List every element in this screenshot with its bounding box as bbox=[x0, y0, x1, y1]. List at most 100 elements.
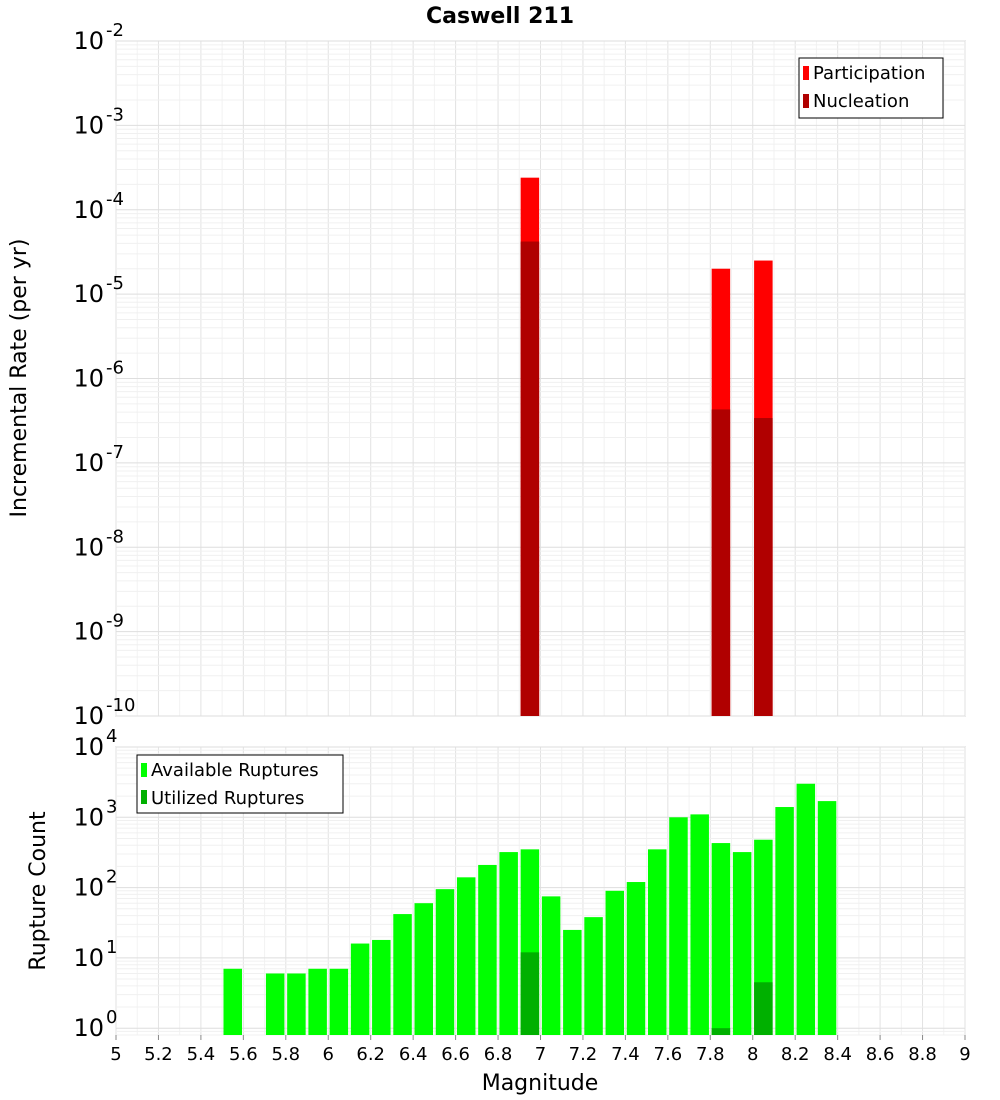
count-bar-s1 bbox=[669, 817, 688, 1035]
rate-y-tick-exponent: -5 bbox=[106, 273, 124, 294]
count-bar-s1 bbox=[329, 968, 349, 1035]
participation-swatch bbox=[803, 66, 809, 80]
count-bar-s1 bbox=[711, 843, 731, 1035]
x-tick-label: 7 bbox=[535, 1044, 546, 1065]
count-y-tick-label: 10 bbox=[73, 874, 104, 902]
rate-y-tick-exponent: -2 bbox=[106, 20, 124, 41]
x-tick-label: 6.8 bbox=[484, 1044, 513, 1065]
count-legend-box bbox=[136, 754, 344, 814]
x-tick-label: 6.4 bbox=[399, 1044, 428, 1065]
count-y-tick-label: 10 bbox=[73, 944, 104, 972]
x-tick-label: 6.2 bbox=[356, 1044, 385, 1065]
rate-y-tick-label: 10 bbox=[73, 533, 104, 561]
count-bar-s1 bbox=[372, 939, 391, 1035]
count-bar-s1 bbox=[308, 968, 327, 1035]
count-bar-s1 bbox=[265, 973, 285, 1035]
count-bar-s1 bbox=[817, 801, 837, 1035]
participation-legend-label: Participation bbox=[813, 63, 925, 84]
count-bar-s1 bbox=[478, 864, 497, 1035]
count-y-tick-exponent: 3 bbox=[106, 796, 117, 817]
rate-legend-box bbox=[798, 57, 944, 119]
x-tick-label: 5.6 bbox=[229, 1044, 258, 1065]
count-bar-s1 bbox=[499, 852, 518, 1035]
count-bar-s1 bbox=[393, 914, 412, 1035]
x-tick-label: 8.2 bbox=[781, 1044, 810, 1065]
count-bar-s1 bbox=[541, 896, 561, 1035]
rate-y-tick-exponent: -3 bbox=[106, 104, 124, 125]
rate-y-tick-label: 10 bbox=[73, 702, 104, 730]
count-y-tick-label: 10 bbox=[73, 733, 104, 761]
x-tick-label: 8.4 bbox=[823, 1044, 852, 1065]
utilized-legend-label: Utilized Ruptures bbox=[151, 788, 304, 809]
nucleation-legend-label: Nucleation bbox=[813, 91, 909, 112]
available-swatch bbox=[141, 763, 147, 777]
count-bar-s1 bbox=[732, 852, 752, 1035]
rate-y-tick-label: 10 bbox=[73, 27, 104, 55]
rate-y-tick-label: 10 bbox=[73, 449, 104, 477]
rate-bars bbox=[520, 177, 773, 717]
count-bar-s1 bbox=[435, 889, 455, 1035]
rate-y-tick-exponent: -9 bbox=[106, 611, 124, 632]
count-legend: Available Ruptures Utilized Ruptures bbox=[136, 754, 344, 814]
x-ticks: 5 5.2 5.4 5.6 5.8 6 6.2 6.4 6.6 6.8 7 7.2 7.4 7.6 7.8 8… bbox=[110, 1035, 971, 1065]
x-tick-label: 5.8 bbox=[271, 1044, 300, 1065]
count-bar-s1 bbox=[456, 877, 476, 1035]
rate-y-tick-label: 10 bbox=[73, 618, 104, 646]
count-y-tick-exponent: 0 bbox=[106, 1007, 117, 1028]
count-y-tick-label: 10 bbox=[73, 1014, 104, 1042]
x-tick-label: 9 bbox=[959, 1044, 970, 1065]
count-bar-s2 bbox=[520, 952, 540, 1035]
rate-y-tick-exponent: -6 bbox=[106, 358, 124, 379]
nucleation-swatch bbox=[803, 94, 809, 108]
rate-y-tick-label: 10 bbox=[73, 196, 104, 224]
rate-y-tick-exponent: -8 bbox=[106, 526, 124, 547]
rate-y-tick-label: 10 bbox=[73, 111, 104, 139]
x-tick-label: 5.2 bbox=[144, 1044, 173, 1065]
rate-y-tick-label: 10 bbox=[73, 365, 104, 393]
count-bar-s1 bbox=[796, 783, 816, 1035]
count-bar-s1 bbox=[647, 849, 667, 1035]
count-bar-s1 bbox=[775, 807, 794, 1035]
count-y-tick-exponent: 2 bbox=[106, 867, 117, 888]
x-tick-label: 6 bbox=[323, 1044, 334, 1065]
count-bar-s1 bbox=[223, 968, 242, 1035]
count-bar-s1 bbox=[690, 814, 709, 1035]
available-legend-label: Available Ruptures bbox=[151, 760, 319, 781]
x-tick-label: 7.2 bbox=[569, 1044, 598, 1065]
chart-title: Caswell 211 bbox=[426, 4, 574, 29]
x-tick-label: 8 bbox=[747, 1044, 758, 1065]
count-y-label: Rupture Count bbox=[26, 811, 51, 971]
utilized-swatch bbox=[141, 790, 147, 804]
x-tick-label: 7.6 bbox=[654, 1044, 683, 1065]
x-tick-label: 5 bbox=[110, 1044, 121, 1065]
rate-bar-s2 bbox=[711, 409, 731, 716]
count-y-tick-exponent: 1 bbox=[106, 937, 117, 958]
rate-bar-s2 bbox=[754, 418, 773, 716]
count-bar-s1 bbox=[350, 943, 370, 1035]
x-tick-label: 5.4 bbox=[187, 1044, 216, 1065]
x-tick-label: 8.8 bbox=[908, 1044, 937, 1065]
count-y-tick-label: 10 bbox=[73, 803, 104, 831]
rate-y-label: Incremental Rate (per yr) bbox=[7, 239, 32, 518]
count-bar-s2 bbox=[754, 982, 773, 1035]
rate-y-tick-label: 10 bbox=[73, 280, 104, 308]
count-bar-s1 bbox=[626, 882, 646, 1035]
count-bar-s1 bbox=[414, 903, 434, 1035]
rate-grid bbox=[115, 40, 966, 717]
count-y-tick-exponent: 4 bbox=[106, 726, 117, 747]
rate-bar-s2 bbox=[520, 241, 540, 717]
rate-legend: Participation Nucleation bbox=[798, 57, 944, 119]
count-bar-s2 bbox=[711, 1028, 731, 1035]
count-bar-s1 bbox=[605, 890, 625, 1035]
count-bar-s1 bbox=[563, 929, 582, 1035]
x-axis-label: Magnitude bbox=[482, 1071, 599, 1096]
x-tick-label: 7.8 bbox=[696, 1044, 725, 1065]
count-bar-s1 bbox=[584, 917, 603, 1035]
rate-y-tick-exponent: -4 bbox=[106, 189, 124, 210]
rate-y-tick-exponent: -7 bbox=[106, 442, 124, 463]
